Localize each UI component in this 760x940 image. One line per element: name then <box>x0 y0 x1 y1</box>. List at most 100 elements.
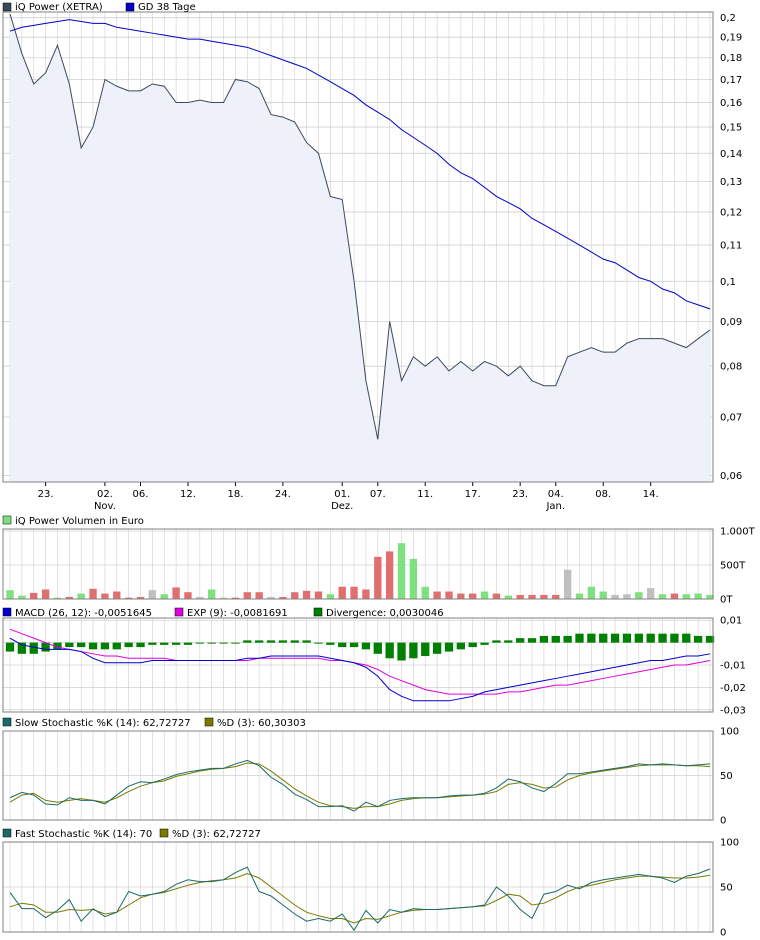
volume-bar <box>136 596 145 599</box>
divergence-bar <box>112 642 121 650</box>
slow-d-line <box>9 762 711 809</box>
divergence-bar <box>693 635 703 643</box>
y-tick-label: 0,17 <box>720 75 742 86</box>
y-tick-label: 0,14 <box>720 149 742 160</box>
volume-bar <box>255 592 263 599</box>
divergence-bar <box>5 642 15 652</box>
x-tick-label: 06. <box>133 489 149 500</box>
divergence-bar <box>551 635 560 643</box>
divergence-bar <box>290 640 299 643</box>
divergence-bar <box>599 633 608 643</box>
volume-bar <box>575 593 584 599</box>
volume-bar <box>89 588 97 599</box>
divergence-bar <box>266 640 276 643</box>
volume-bar <box>148 590 157 599</box>
volume-bar <box>492 593 501 599</box>
y-tick-label: -0,01 <box>720 661 746 672</box>
divergence-bar <box>219 642 228 644</box>
y-tick-label: 100 <box>720 838 739 849</box>
fast-d-legend-swatch <box>159 828 169 838</box>
volume-bar <box>504 595 512 599</box>
x-tick-label: 08. <box>595 489 611 500</box>
volume-bar <box>77 593 85 599</box>
macd-y-tick-labels: 0,01 -0,01 -0,02 -0,03 <box>720 616 746 717</box>
x-tick-label: 18. <box>227 489 243 500</box>
divergence-bar <box>326 642 335 645</box>
divergence-bar <box>432 642 442 654</box>
volume-bar <box>599 591 607 599</box>
volume-bar <box>374 556 382 599</box>
divergence-bar <box>207 642 216 644</box>
volume-bar <box>101 593 109 599</box>
divergence-bar <box>682 633 691 643</box>
volume-legend-label: iQ Power Volumen in Euro <box>15 516 144 527</box>
volume-bar <box>30 592 38 599</box>
divergence-bar <box>77 642 86 648</box>
price-panel: 0,06 0,07 0,08 0,09 0,1 0,11 0,12 0,13 0,14 0,15 0… <box>2 2 742 512</box>
divergence-bar <box>468 642 477 648</box>
divergence-bar <box>409 642 418 659</box>
y-tick-label: -0,03 <box>720 705 746 716</box>
divergence-bar <box>527 638 537 643</box>
divergence-bar <box>231 642 240 644</box>
volume-bar <box>528 594 536 599</box>
x-tick-label: 12. <box>180 489 196 500</box>
divergence-bar <box>195 642 204 644</box>
macd-legend-swatch <box>2 607 12 617</box>
divergence-bar <box>148 642 157 645</box>
divergence-bar <box>587 633 596 643</box>
volume-bar <box>480 591 489 599</box>
volume-bar <box>267 596 275 599</box>
slow-k-legend-swatch <box>2 717 12 727</box>
y-tick-label: 0 <box>720 928 726 939</box>
volume-bar <box>41 589 50 599</box>
price-frame <box>2 11 714 483</box>
volume-bar <box>445 591 453 599</box>
price-y-tick-labels: 0,06 0,07 0,08 0,09 0,1 0,11 0,12 0,13 0,14 0,15 0… <box>720 13 742 482</box>
volume-bars <box>6 543 714 599</box>
x-tick-month-label: Nov. <box>94 501 116 512</box>
y-tick-label: 0,13 <box>720 177 742 188</box>
volume-bar <box>65 596 73 599</box>
divergence-bar <box>575 633 584 643</box>
volume-bar <box>302 590 311 599</box>
volume-bar <box>540 594 548 599</box>
price-area-fill <box>10 13 710 482</box>
slow-d-legend-swatch <box>204 717 214 727</box>
volume-bar <box>670 593 679 599</box>
x-tick-label: 23. <box>512 489 528 500</box>
volume-bar <box>208 589 216 599</box>
volume-bar <box>433 591 441 599</box>
volume-bar <box>219 597 228 599</box>
divergence-bar <box>302 640 311 643</box>
volume-bar <box>243 592 251 599</box>
volume-bar <box>291 592 299 599</box>
volume-bar <box>587 586 596 599</box>
volume-bar <box>647 588 655 599</box>
divergence-bar <box>349 642 359 648</box>
volume-bar <box>113 591 121 599</box>
divergence-bar <box>100 642 110 650</box>
x-tick-label: 02. <box>97 489 113 500</box>
volume-bar <box>706 594 714 599</box>
volume-bar <box>552 594 560 599</box>
divergence-legend-label: Divergence: 0,0030046 <box>326 608 444 619</box>
volume-bar <box>469 593 477 599</box>
divergence-bar <box>171 642 181 645</box>
y-tick-label: 0,1 <box>720 277 736 288</box>
fast-k-line <box>9 866 711 932</box>
volume-bar <box>623 594 631 599</box>
x-tick-label: 17. <box>465 489 481 500</box>
divergence-bar <box>136 642 145 648</box>
x-tick-label: 04. <box>548 489 564 500</box>
volume-bar <box>18 595 26 599</box>
price-legend-swatch <box>2 2 12 12</box>
volume-bar <box>53 597 62 599</box>
divergence-bar <box>361 642 371 650</box>
divergence-bars <box>5 633 715 661</box>
price-legend-label: iQ Power (XETRA) <box>15 2 103 13</box>
y-tick-label: 0,11 <box>720 241 742 252</box>
x-tick-label: 07. <box>370 489 386 500</box>
volume-bar <box>362 589 370 599</box>
slow-d-legend-label: %D (3): 60,30303 <box>217 718 306 729</box>
